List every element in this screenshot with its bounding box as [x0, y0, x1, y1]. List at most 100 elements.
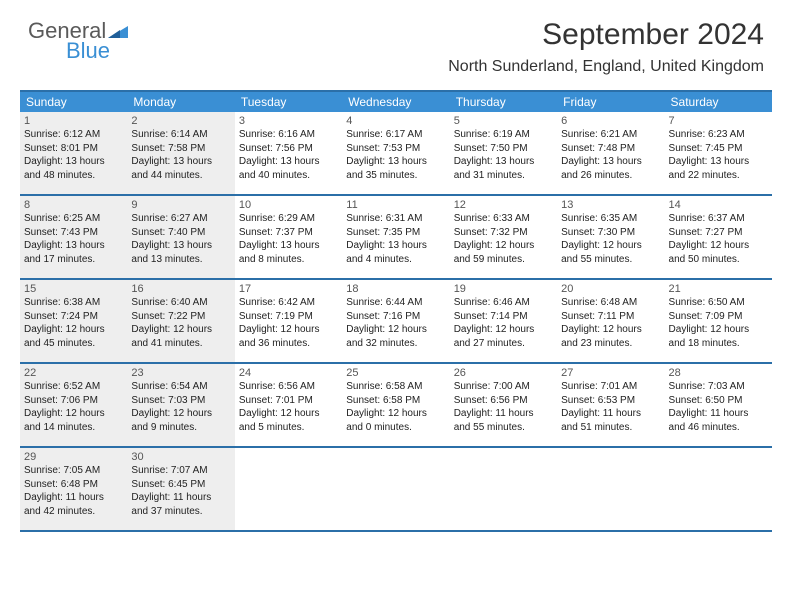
month-title: September 2024	[448, 18, 764, 52]
day-text-line: Sunset: 6:45 PM	[131, 478, 230, 492]
day-text-line: Sunset: 6:53 PM	[561, 394, 660, 408]
day-text-line: and 9 minutes.	[131, 421, 230, 435]
day-text-line: Sunrise: 6:27 AM	[131, 212, 230, 226]
location-text: North Sunderland, England, United Kingdo…	[448, 58, 764, 76]
day-text-line: and 32 minutes.	[346, 337, 445, 351]
day-text-line: Sunset: 7:16 PM	[346, 310, 445, 324]
day-text-line: Sunrise: 6:54 AM	[131, 380, 230, 394]
day-text-line: Daylight: 12 hours	[454, 239, 553, 253]
day-cell: 24Sunrise: 6:56 AMSunset: 7:01 PMDayligh…	[235, 364, 342, 446]
day-number: 26	[454, 367, 553, 379]
day-number: 30	[131, 451, 230, 463]
day-number: 25	[346, 367, 445, 379]
day-text-line: Sunrise: 7:03 AM	[669, 380, 768, 394]
day-number: 28	[669, 367, 768, 379]
day-text-line: Sunset: 7:45 PM	[669, 142, 768, 156]
day-number: 16	[131, 283, 230, 295]
day-text-line: and 18 minutes.	[669, 337, 768, 351]
day-text-line: Daylight: 12 hours	[561, 323, 660, 337]
day-number: 23	[131, 367, 230, 379]
day-text-line: and 59 minutes.	[454, 253, 553, 267]
week-row: 22Sunrise: 6:52 AMSunset: 7:06 PMDayligh…	[20, 364, 772, 448]
day-text-line: and 17 minutes.	[24, 253, 123, 267]
day-text-line: Daylight: 12 hours	[131, 323, 230, 337]
day-number: 2	[131, 115, 230, 127]
day-text-line: and 41 minutes.	[131, 337, 230, 351]
day-cell	[450, 448, 557, 530]
brand-triangle-icon	[108, 24, 128, 38]
day-text-line: Daylight: 11 hours	[669, 407, 768, 421]
day-text-line: Daylight: 13 hours	[131, 239, 230, 253]
day-text-line: Daylight: 11 hours	[131, 491, 230, 505]
day-text-line: Sunrise: 7:07 AM	[131, 464, 230, 478]
day-number: 13	[561, 199, 660, 211]
day-number: 18	[346, 283, 445, 295]
day-cell: 29Sunrise: 7:05 AMSunset: 6:48 PMDayligh…	[20, 448, 127, 530]
day-text-line: and 5 minutes.	[239, 421, 338, 435]
day-cell: 30Sunrise: 7:07 AMSunset: 6:45 PMDayligh…	[127, 448, 234, 530]
week-row: 1Sunrise: 6:12 AMSunset: 8:01 PMDaylight…	[20, 112, 772, 196]
day-cell: 2Sunrise: 6:14 AMSunset: 7:58 PMDaylight…	[127, 112, 234, 194]
day-number: 24	[239, 367, 338, 379]
day-cell: 18Sunrise: 6:44 AMSunset: 7:16 PMDayligh…	[342, 280, 449, 362]
day-text-line: Sunset: 7:01 PM	[239, 394, 338, 408]
day-cell: 8Sunrise: 6:25 AMSunset: 7:43 PMDaylight…	[20, 196, 127, 278]
day-number: 11	[346, 199, 445, 211]
day-text-line: Sunset: 7:09 PM	[669, 310, 768, 324]
day-text-line: and 51 minutes.	[561, 421, 660, 435]
day-text-line: Daylight: 12 hours	[239, 407, 338, 421]
day-cell: 22Sunrise: 6:52 AMSunset: 7:06 PMDayligh…	[20, 364, 127, 446]
day-cell: 15Sunrise: 6:38 AMSunset: 7:24 PMDayligh…	[20, 280, 127, 362]
day-text-line: Sunset: 7:30 PM	[561, 226, 660, 240]
day-text-line: Sunset: 8:01 PM	[24, 142, 123, 156]
day-cell: 26Sunrise: 7:00 AMSunset: 6:56 PMDayligh…	[450, 364, 557, 446]
day-cell	[342, 448, 449, 530]
day-number: 5	[454, 115, 553, 127]
day-text-line: Sunrise: 6:56 AM	[239, 380, 338, 394]
day-text-line: Daylight: 12 hours	[454, 323, 553, 337]
day-text-line: Sunrise: 7:00 AM	[454, 380, 553, 394]
day-text-line: Sunrise: 6:17 AM	[346, 128, 445, 142]
day-cell: 25Sunrise: 6:58 AMSunset: 6:58 PMDayligh…	[342, 364, 449, 446]
day-cell: 27Sunrise: 7:01 AMSunset: 6:53 PMDayligh…	[557, 364, 664, 446]
day-number: 9	[131, 199, 230, 211]
day-cell	[235, 448, 342, 530]
day-text-line: and 42 minutes.	[24, 505, 123, 519]
day-number: 8	[24, 199, 123, 211]
day-cell: 12Sunrise: 6:33 AMSunset: 7:32 PMDayligh…	[450, 196, 557, 278]
day-text-line: and 14 minutes.	[24, 421, 123, 435]
dow-header: Monday	[127, 92, 234, 112]
day-cell	[557, 448, 664, 530]
day-cell: 28Sunrise: 7:03 AMSunset: 6:50 PMDayligh…	[665, 364, 772, 446]
day-cell: 9Sunrise: 6:27 AMSunset: 7:40 PMDaylight…	[127, 196, 234, 278]
day-cell: 7Sunrise: 6:23 AMSunset: 7:45 PMDaylight…	[665, 112, 772, 194]
day-cell: 17Sunrise: 6:42 AMSunset: 7:19 PMDayligh…	[235, 280, 342, 362]
day-text-line: and 46 minutes.	[669, 421, 768, 435]
day-text-line: Sunset: 6:48 PM	[24, 478, 123, 492]
day-text-line: Daylight: 12 hours	[669, 239, 768, 253]
day-text-line: and 50 minutes.	[669, 253, 768, 267]
day-number: 17	[239, 283, 338, 295]
day-cell: 14Sunrise: 6:37 AMSunset: 7:27 PMDayligh…	[665, 196, 772, 278]
day-text-line: and 40 minutes.	[239, 169, 338, 183]
day-text-line: Sunset: 7:53 PM	[346, 142, 445, 156]
day-text-line: Daylight: 13 hours	[669, 155, 768, 169]
day-text-line: Sunset: 7:19 PM	[239, 310, 338, 324]
day-text-line: and 45 minutes.	[24, 337, 123, 351]
day-text-line: Sunrise: 6:44 AM	[346, 296, 445, 310]
dow-header: Sunday	[20, 92, 127, 112]
day-text-line: Daylight: 13 hours	[239, 239, 338, 253]
day-text-line: and 8 minutes.	[239, 253, 338, 267]
day-number: 3	[239, 115, 338, 127]
day-cell: 21Sunrise: 6:50 AMSunset: 7:09 PMDayligh…	[665, 280, 772, 362]
day-number: 12	[454, 199, 553, 211]
day-text-line: Sunset: 7:43 PM	[24, 226, 123, 240]
day-text-line: Sunrise: 6:50 AM	[669, 296, 768, 310]
brand-logo: General Blue	[28, 18, 128, 64]
dow-header: Wednesday	[342, 92, 449, 112]
day-cell: 11Sunrise: 6:31 AMSunset: 7:35 PMDayligh…	[342, 196, 449, 278]
day-cell: 23Sunrise: 6:54 AMSunset: 7:03 PMDayligh…	[127, 364, 234, 446]
day-text-line: Sunrise: 6:40 AM	[131, 296, 230, 310]
day-text-line: and 26 minutes.	[561, 169, 660, 183]
page-header: General Blue September 2024 North Sunder…	[0, 0, 792, 84]
